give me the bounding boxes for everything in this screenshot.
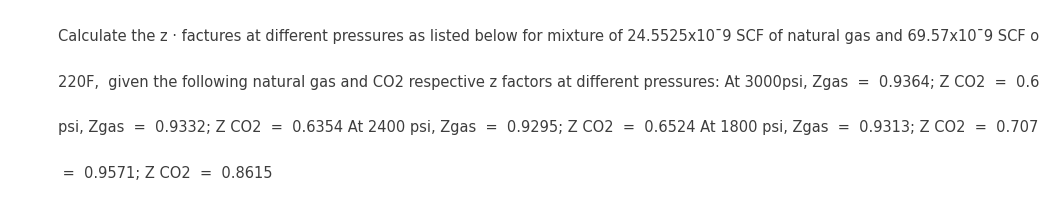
Text: =  0.9571; Z CO2  =  0.8615: = 0.9571; Z CO2 = 0.8615 bbox=[58, 166, 272, 181]
Text: psi, Zgas  =  0.9332; Z CO2  =  0.6354 At 2400 psi, Zgas  =  0.9295; Z CO2  =  0: psi, Zgas = 0.9332; Z CO2 = 0.6354 At 24… bbox=[58, 120, 1039, 135]
Text: Calculate the z · factures at different pressures as listed below for mixture of: Calculate the z · factures at different … bbox=[58, 29, 1039, 44]
Text: 220F,  given the following natural gas and CO2 respective z factors at different: 220F, given the following natural gas an… bbox=[58, 75, 1039, 90]
